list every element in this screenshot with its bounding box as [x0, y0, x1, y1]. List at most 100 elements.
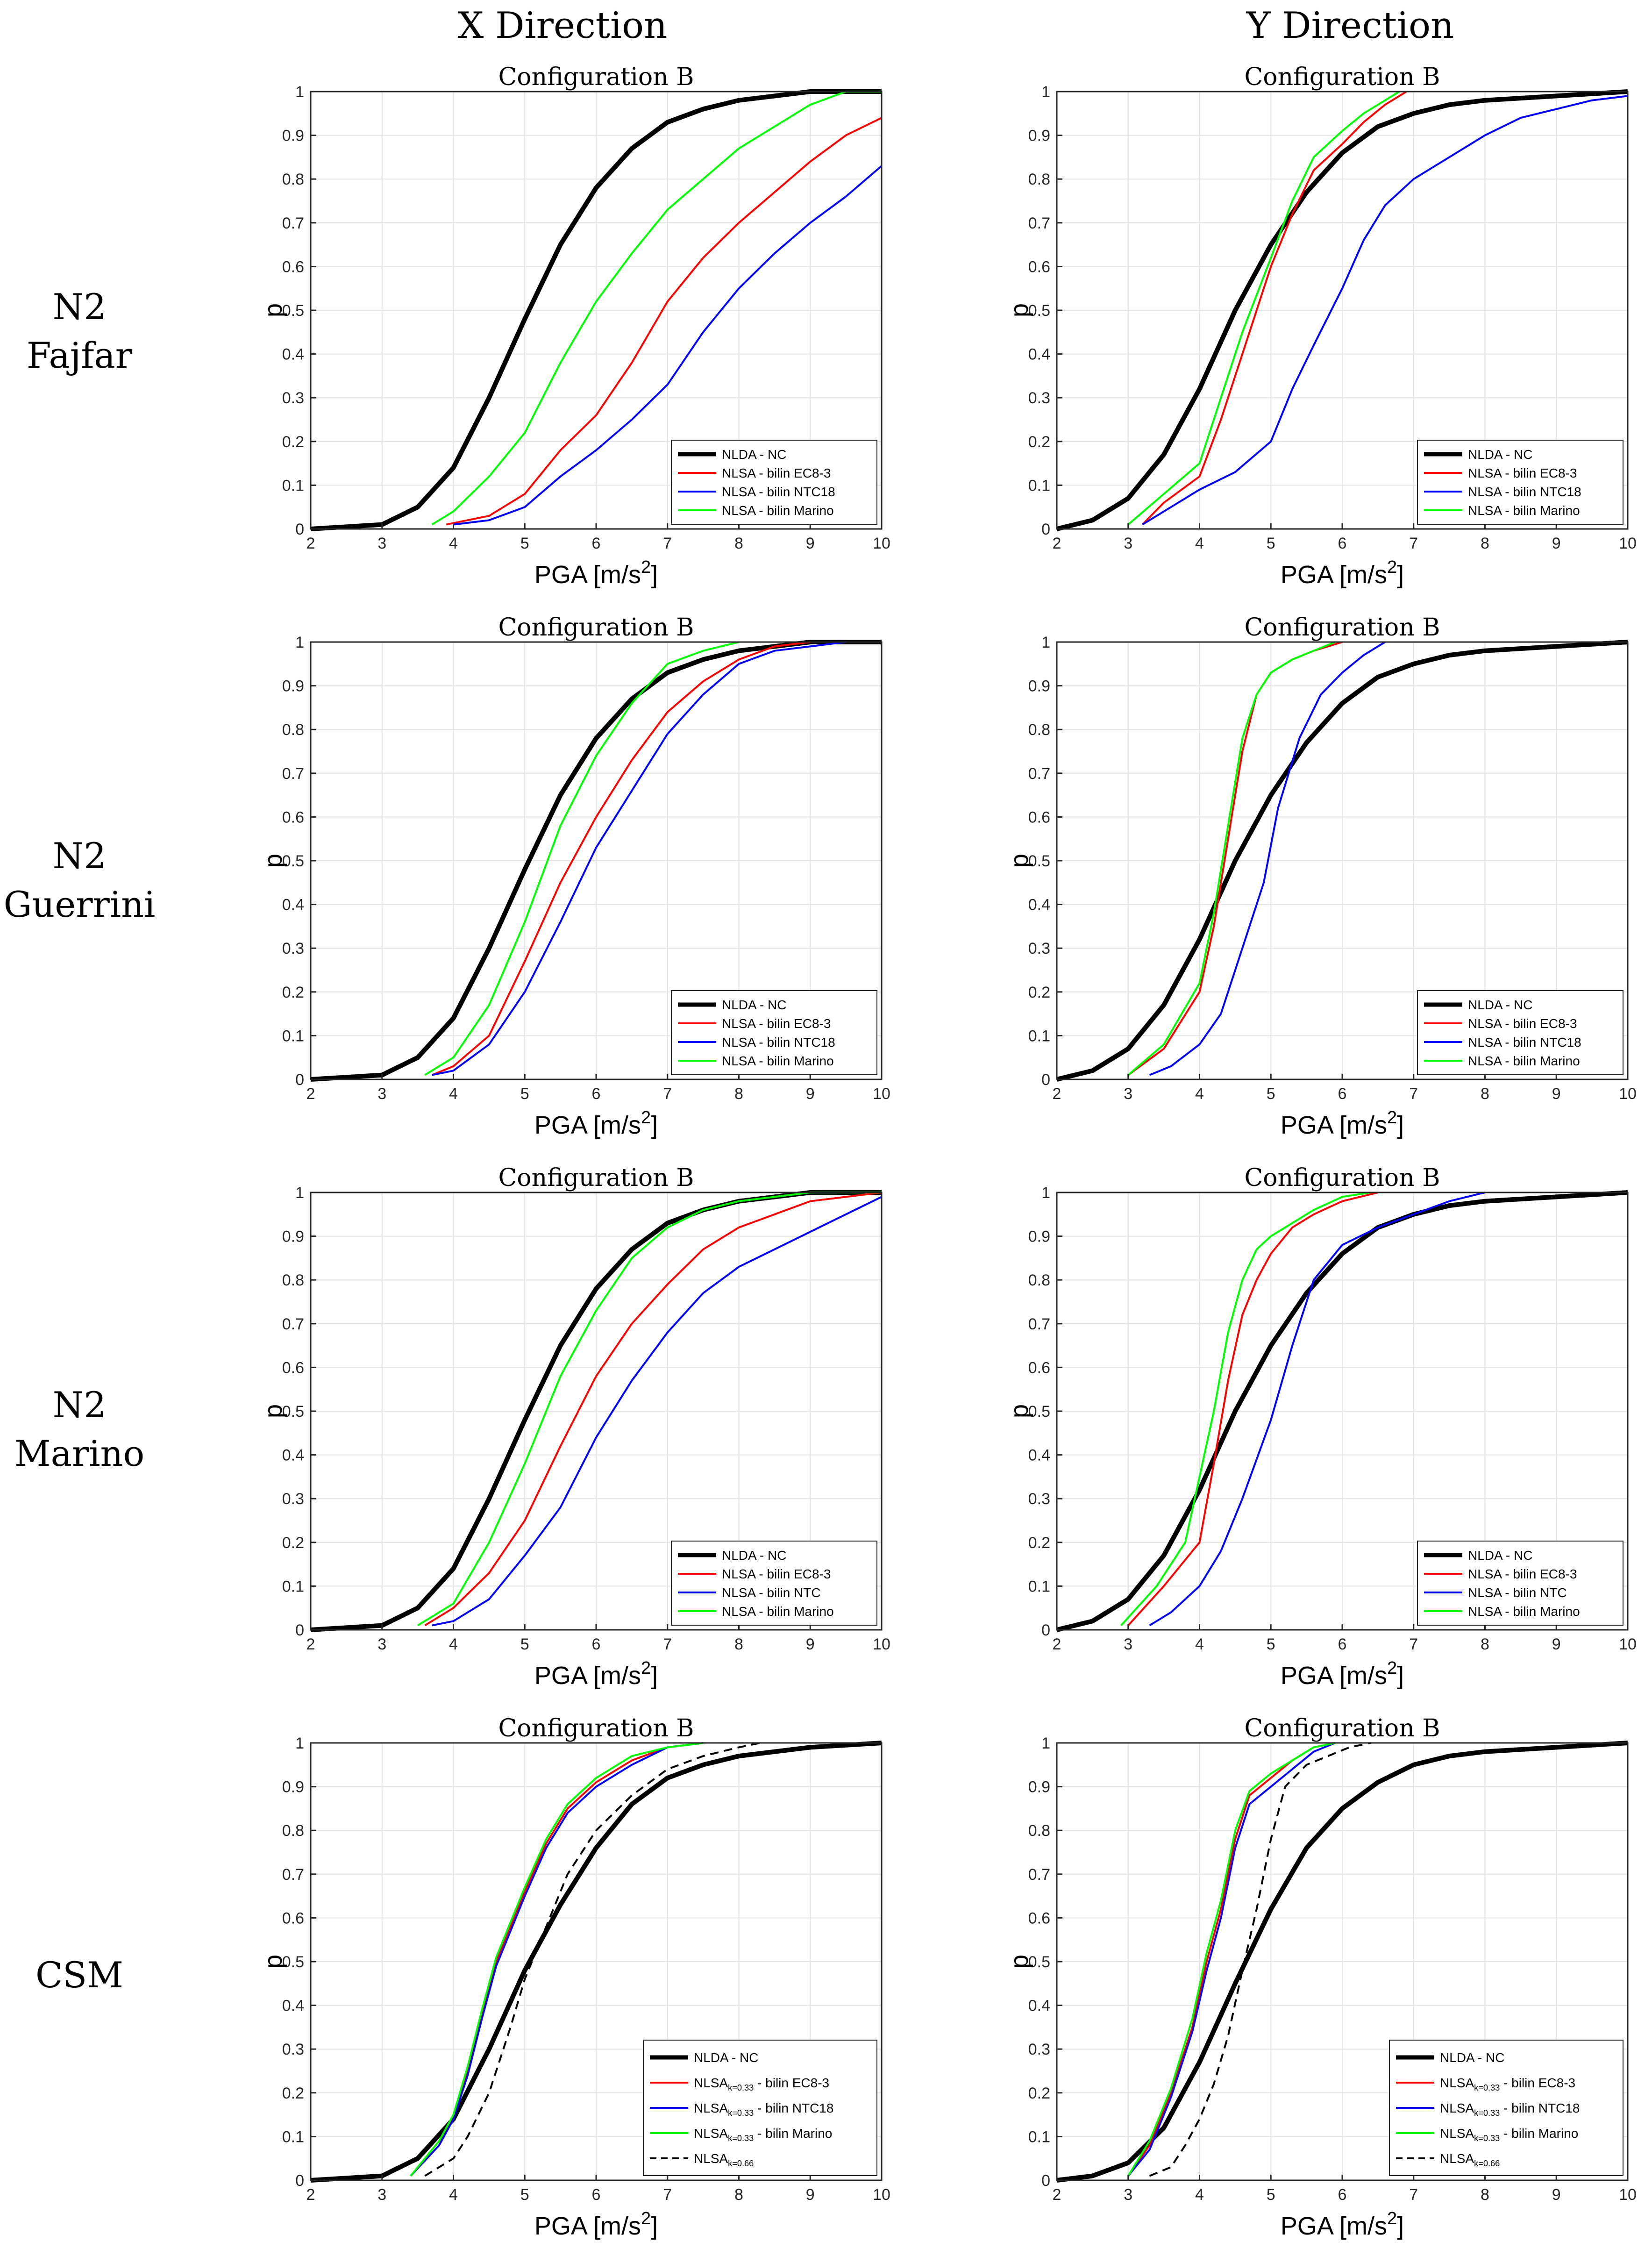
x-tick-label: 6 — [1338, 535, 1347, 552]
y-tick-label: 0.5 — [282, 1953, 304, 1971]
x-tick-label: 8 — [1481, 1085, 1489, 1103]
y-tick-label: 0.9 — [1028, 1778, 1050, 1796]
x-tick-label: 2 — [306, 1635, 315, 1653]
legend: NLDA - NC NLSA - bilin EC8-3 NLSA - bilin … — [671, 1541, 877, 1626]
x-tick-label: 2 — [306, 2186, 315, 2204]
legend-label: NLSA - bilin NTC18 — [722, 485, 835, 499]
y-tick-label: 0.2 — [1028, 984, 1050, 1001]
legend-label: NLSA - bilin EC8-3 — [1468, 1567, 1577, 1581]
series-line — [432, 1196, 882, 1627]
series-line — [1142, 95, 1628, 526]
y-tick-label: 0.7 — [282, 765, 304, 783]
chart-panel: 2 3 4 5 6 7 8 9 10 0 0.1 0.2 0.3 0.4 0.5 0.6 0.7 0.8 0.9 1 C… — [259, 1164, 890, 1690]
x-tick-label: 7 — [663, 535, 672, 552]
legend-label: NLDA - NC — [1440, 2050, 1504, 2065]
x-tick-label: 10 — [1619, 535, 1637, 552]
legend-label: NLDA - NC — [694, 2050, 758, 2065]
x-axis-label: PGA [m/s2] — [1281, 557, 1404, 589]
y-tick-label: 1 — [295, 1735, 304, 1752]
y-tick-label: 0.6 — [282, 808, 304, 826]
legend: NLDA - NC NLSA - bilin EC8-3 NLSA - bilin … — [1417, 1541, 1624, 1626]
chart-title: Configuration B — [1245, 1164, 1440, 1192]
chart-panel: 2 3 4 5 6 7 8 9 10 0 0.1 0.2 0.3 0.4 0.5 0.6 0.7 0.8 0.9 1 C… — [1005, 614, 1637, 1139]
y-tick-label: 0.4 — [1028, 896, 1050, 914]
y-tick-label: 0 — [1041, 1071, 1050, 1089]
y-tick-label: 0.2 — [282, 984, 304, 1001]
x-axis-label: PGA [m/s2] — [534, 1108, 658, 1139]
y-tick-label: 0.3 — [1028, 389, 1050, 407]
legend: NLDA - NC NLSA - bilin EC8-3 NLSA - bilin … — [671, 990, 877, 1075]
y-tick-label: 0.1 — [1028, 1578, 1050, 1595]
y-tick-label: 0.5 — [1028, 852, 1050, 870]
x-tick-label: 9 — [806, 1635, 815, 1653]
y-tick-label: 0.9 — [282, 1228, 304, 1246]
legend-label: NLSAk=0.33​ - bilin NTC18 — [1440, 2101, 1580, 2118]
y-tick-label: 0.3 — [282, 389, 304, 407]
y-tick-label: 0.8 — [1028, 171, 1050, 188]
x-tick-label: 7 — [663, 1085, 672, 1103]
series-line — [1149, 641, 1386, 1076]
chart-panel: 2 3 4 5 6 7 8 9 10 0 0.1 0.2 0.3 0.4 0.5 0.6 0.7 0.8 0.9 1 C… — [259, 1714, 890, 2240]
legend-label: NLSA - bilin NTC — [1468, 1585, 1567, 1600]
y-tick-label: 0.8 — [282, 721, 304, 739]
x-tick-label: 6 — [1338, 1085, 1347, 1103]
legend: NLDA - NC NLSAk=0.33​ - bilin EC8-3 NLSAk=… — [643, 2040, 877, 2176]
y-tick-label: 0.8 — [1028, 1271, 1050, 1289]
series-line — [417, 1192, 882, 1627]
row-header-csm: CSM — [0, 1951, 159, 1999]
legend-label: NLSA - bilin EC8-3 — [722, 1567, 831, 1581]
y-tick-label: 0.6 — [1028, 1359, 1050, 1377]
x-tick-label: 9 — [1552, 2186, 1561, 2204]
legend-label: NLSA - bilin NTC18 — [722, 1035, 835, 1049]
x-tick-label: 2 — [306, 1085, 315, 1103]
x-tick-label: 3 — [1124, 2186, 1132, 2204]
row-header-line2: Fajfar — [26, 335, 133, 376]
chart-title: Configuration B — [498, 1714, 694, 1742]
x-tick-label: 8 — [1481, 2186, 1489, 2204]
y-tick-label: 0.2 — [282, 1534, 304, 1552]
row-header-n2-fajfar: N2 Fajfar — [0, 283, 159, 380]
y-tick-label: 0.9 — [1028, 127, 1050, 145]
legend: NLDA - NC NLSA - bilin EC8-3 NLSA - bilin … — [1417, 440, 1624, 525]
x-tick-label: 8 — [734, 1635, 743, 1653]
series-line — [310, 640, 882, 1082]
x-tick-label: 4 — [1195, 535, 1204, 552]
series-line — [1127, 91, 1400, 526]
x-tick-label: 6 — [1338, 2186, 1347, 2204]
x-tick-label: 10 — [873, 2186, 890, 2204]
y-tick-label: 0.1 — [282, 1027, 304, 1045]
series-line — [424, 1742, 761, 2177]
legend-label: NLSAk=0.66​ — [694, 2151, 754, 2168]
x-tick-label: 3 — [377, 1635, 386, 1653]
y-tick-label: 0.1 — [1028, 477, 1050, 494]
x-tick-label: 7 — [1409, 1635, 1418, 1653]
y-tick-label: 0.5 — [282, 1403, 304, 1421]
y-tick-label: 1 — [1041, 1184, 1050, 1202]
y-tick-label: 0.7 — [282, 1866, 304, 1884]
legend-label: NLSA - bilin NTC18 — [1468, 485, 1581, 499]
x-axis-label: PGA [m/s2] — [1281, 2209, 1404, 2240]
x-tick-label: 8 — [1481, 1635, 1489, 1653]
x-tick-label: 9 — [806, 2186, 815, 2204]
series-line — [1127, 1192, 1378, 1626]
y-tick-label: 0.3 — [282, 940, 304, 957]
x-tick-label: 8 — [734, 535, 743, 552]
row-header-line1: CSM — [35, 1954, 124, 1996]
legend-label: NLSA - bilin EC8-3 — [722, 1016, 831, 1031]
series-line — [431, 91, 882, 526]
series-line — [432, 641, 846, 1076]
x-tick-label: 6 — [1338, 1635, 1347, 1653]
x-tick-label: 2 — [306, 535, 315, 552]
y-tick-label: 0.7 — [1028, 765, 1050, 783]
y-tick-label: 1 — [1041, 83, 1050, 101]
legend-label: NLSAk=0.33​ - bilin NTC18 — [694, 2101, 833, 2118]
series-line — [431, 641, 811, 1076]
y-tick-label: 0.1 — [1028, 1027, 1050, 1045]
x-tick-label: 2 — [1053, 535, 1061, 552]
legend-label: NLSAk=0.33​ - bilin EC8-3 — [694, 2076, 829, 2092]
x-tick-label: 3 — [377, 1085, 386, 1103]
y-axis-label: p — [259, 303, 287, 317]
legend: NLDA - NC NLSA - bilin EC8-3 NLSA - bilin … — [671, 440, 877, 525]
chart-panel: 2 3 4 5 6 7 8 9 10 0 0.1 0.2 0.3 0.4 0.5 0.6 0.7 0.8 0.9 1 C… — [259, 63, 890, 589]
x-tick-label: 8 — [734, 2186, 743, 2204]
